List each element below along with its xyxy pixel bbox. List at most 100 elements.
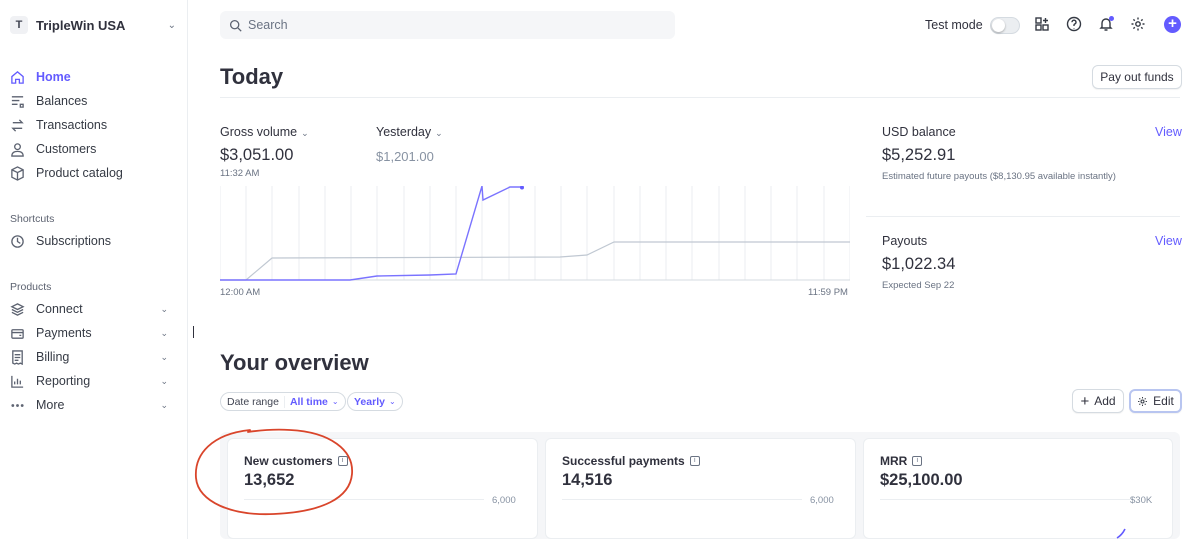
payouts-view-link[interactable]: View (1155, 234, 1182, 248)
payouts-note: Expected Sep 22 (882, 280, 955, 291)
sidebar-item-reporting[interactable]: Reporting ⌄ (10, 371, 176, 391)
bar-chart-icon (11, 375, 24, 388)
chart-start-label: 12:00 AM (220, 287, 261, 298)
notification-dot (1109, 16, 1114, 21)
usd-balance-note: Estimated future payouts ($8,130.95 avai… (882, 171, 1116, 182)
create-plus-button[interactable]: + (1164, 16, 1181, 33)
text-cursor (193, 326, 194, 338)
gross-volume-selector[interactable]: Gross volume ⌄ (220, 125, 309, 139)
sidebar-item-label: Billing (36, 350, 70, 364)
gross-volume-time: 11:32 AM (220, 168, 260, 179)
ellipsis-icon (11, 403, 24, 407)
payouts-value: $1,022.34 (882, 255, 956, 273)
search-input[interactable] (248, 18, 648, 32)
gear-icon[interactable] (1130, 16, 1146, 32)
edit-button[interactable]: Edit (1129, 389, 1182, 413)
bell-icon[interactable] (1098, 16, 1114, 32)
receipt-icon (12, 349, 23, 365)
sidebar-item-balances[interactable]: Balances (10, 91, 176, 111)
box-icon (11, 165, 24, 181)
pay-out-funds-button[interactable]: Pay out funds (1092, 65, 1182, 89)
metric-card-mrr[interactable]: MRR i $25,100.00 $30K (863, 438, 1173, 539)
card-title-text: MRR (880, 454, 908, 468)
card-axis-max: 6,000 (492, 495, 516, 506)
customer-icon (11, 142, 24, 157)
sidebar-item-label: Product catalog (36, 166, 123, 180)
help-icon[interactable] (1066, 16, 1082, 32)
chevron-down-icon: ⌄ (301, 128, 309, 138)
sidebar-item-payments[interactable]: Payments ⌄ (10, 323, 176, 343)
card-axis-max: 6,000 (810, 495, 834, 506)
chart-gridlines (220, 186, 850, 280)
card-value: 13,652 (244, 471, 295, 489)
sidebar-item-customers[interactable]: Customers (10, 139, 176, 159)
card-value: $25,100.00 (880, 471, 963, 489)
edit-label: Edit (1153, 394, 1174, 408)
page-title: Today (220, 64, 284, 89)
date-range-label: Date range (227, 395, 285, 408)
interval-value: Yearly (354, 395, 385, 408)
sidebar-item-label: Transactions (36, 118, 108, 132)
current-point (520, 186, 524, 190)
date-range-filter[interactable]: Date range All time ⌄ (220, 392, 346, 411)
card-title-text: Successful payments (562, 454, 685, 468)
search-bar[interactable] (220, 11, 675, 39)
plus-icon: + (1080, 392, 1090, 410)
usd-balance-value: $5,252.91 (882, 146, 956, 164)
divider (866, 216, 1180, 217)
account-avatar: T (10, 16, 28, 34)
overview-title: Your overview (220, 350, 369, 375)
transactions-icon (11, 118, 24, 132)
chevron-down-icon: ⌄ (167, 19, 176, 31)
sidebar-item-label: Subscriptions (36, 234, 112, 248)
shortcuts-heading: Shortcuts (10, 213, 55, 225)
usd-balance-label: USD balance (882, 125, 956, 139)
interval-filter[interactable]: Yearly ⌄ (347, 392, 403, 411)
card-value: 14,516 (562, 471, 613, 489)
sidebar-item-subscriptions[interactable]: Subscriptions (10, 231, 176, 251)
sidebar-item-label: Home (36, 70, 71, 84)
add-button[interactable]: + Add (1072, 389, 1124, 413)
info-icon[interactable]: i (689, 456, 700, 466)
sidebar-item-billing[interactable]: Billing ⌄ (10, 347, 176, 367)
card-title: Successful payments i (562, 454, 700, 468)
test-mode-toggle[interactable] (989, 16, 1020, 34)
apps-icon[interactable] (1034, 16, 1050, 32)
balances-icon (11, 95, 24, 108)
add-label: Add (1094, 394, 1116, 408)
sidebar-item-label: Connect (36, 302, 83, 316)
chart-end-label: 11:59 PM (808, 287, 848, 298)
sidebar-item-home[interactable]: Home (10, 67, 176, 87)
info-icon[interactable]: i (337, 456, 348, 466)
sidebar-item-connect[interactable]: Connect ⌄ (10, 299, 176, 319)
gross-volume-chart (220, 186, 850, 281)
mrr-trend-line (1116, 528, 1126, 539)
chevron-down-icon: ⌄ (160, 303, 168, 314)
sidebar-item-label: More (36, 398, 65, 412)
metric-card-new-customers[interactable]: New customers i 13,652 6,000 (227, 438, 538, 539)
account-name: TripleWin USA (36, 17, 126, 33)
compare-selector[interactable]: Yesterday ⌄ (376, 125, 443, 139)
sidebar-item-label: Payments (36, 326, 92, 340)
card-axis (880, 499, 1130, 500)
sidebar-item-label: Reporting (36, 374, 91, 388)
usd-balance-view-link[interactable]: View (1155, 125, 1182, 139)
payouts-label: Payouts (882, 234, 928, 248)
gear-icon (1138, 396, 1148, 406)
chevron-down-icon: ⌄ (388, 397, 396, 406)
chevron-down-icon: ⌄ (435, 128, 443, 138)
test-mode-control: Test mode (925, 14, 1020, 36)
sidebar-item-more[interactable]: More ⌄ (10, 395, 176, 415)
test-mode-label: Test mode (925, 18, 983, 32)
account-switcher[interactable]: T TripleWin USA ⌄ (10, 14, 176, 36)
info-icon[interactable]: i (912, 456, 923, 466)
subscriptions-icon (11, 234, 24, 248)
chevron-down-icon: ⌄ (160, 351, 168, 362)
metric-card-successful-payments[interactable]: Successful payments i 14,516 6,000 (545, 438, 856, 539)
sidebar-item-product-catalog[interactable]: Product catalog (10, 163, 176, 183)
sidebar-item-label: Balances (36, 94, 88, 108)
chevron-down-icon: ⌄ (160, 375, 168, 386)
chevron-down-icon: ⌄ (160, 327, 168, 338)
sidebar-item-transactions[interactable]: Transactions (10, 115, 176, 135)
gross-volume-value: $3,051.00 (220, 146, 294, 164)
